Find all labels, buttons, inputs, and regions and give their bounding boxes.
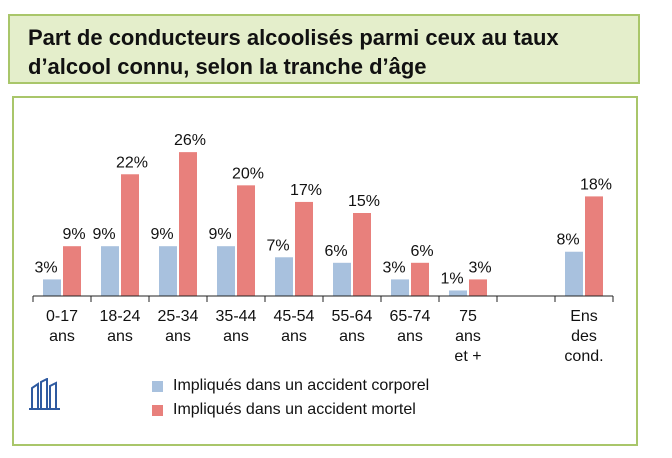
data-label: 3% bbox=[382, 259, 405, 276]
bar bbox=[333, 262, 351, 296]
category-label: 75 bbox=[459, 308, 477, 325]
category-label: 35-44 bbox=[216, 308, 257, 325]
data-label: 6% bbox=[324, 243, 347, 260]
data-label: 9% bbox=[150, 226, 173, 243]
data-label: 7% bbox=[266, 237, 289, 254]
category-label: ans bbox=[455, 328, 481, 345]
data-label: 9% bbox=[208, 226, 231, 243]
title-box: Part de conducteurs alcoolisés parmi ceu… bbox=[8, 14, 640, 84]
category-label: 45-54 bbox=[274, 308, 315, 325]
bar bbox=[275, 257, 293, 296]
data-label: 20% bbox=[232, 165, 264, 182]
bar bbox=[101, 246, 119, 296]
bar bbox=[43, 279, 61, 296]
category-label: des bbox=[571, 328, 597, 345]
category-label: ans bbox=[49, 328, 75, 345]
legend-item-corporel: Impliqués dans un accident corporel bbox=[152, 374, 429, 398]
chart-title: Part de conducteurs alcoolisés parmi ceu… bbox=[28, 25, 559, 79]
category-label: ans bbox=[165, 328, 191, 345]
category-label: 65-74 bbox=[390, 308, 431, 325]
chart-frame bbox=[12, 96, 638, 446]
category-label: ans bbox=[281, 328, 307, 345]
data-label: 17% bbox=[290, 182, 322, 199]
bar bbox=[353, 213, 371, 296]
bar bbox=[449, 290, 467, 296]
data-label: 9% bbox=[92, 226, 115, 243]
bar bbox=[469, 279, 487, 296]
category-label: et + bbox=[454, 348, 481, 365]
data-label: 1% bbox=[440, 270, 463, 287]
bar bbox=[159, 246, 177, 296]
statistique-publique-logo bbox=[29, 378, 60, 410]
bar bbox=[565, 251, 583, 296]
bar bbox=[179, 152, 197, 296]
bar bbox=[217, 246, 235, 296]
legend-item-mortel: Impliqués dans un accident mortel bbox=[152, 398, 429, 422]
bar bbox=[63, 246, 81, 296]
bar bbox=[391, 279, 409, 296]
data-label: 8% bbox=[556, 232, 579, 249]
category-label: 0-17 bbox=[46, 308, 78, 325]
legend-swatch-corporel bbox=[152, 380, 163, 392]
bar bbox=[237, 185, 255, 296]
bar bbox=[585, 196, 603, 296]
category-label: 25-34 bbox=[158, 308, 199, 325]
legend: Impliqués dans un accident corporel Impl… bbox=[152, 374, 429, 422]
bar bbox=[121, 174, 139, 296]
legend-label-mortel: Impliqués dans un accident mortel bbox=[173, 401, 416, 418]
data-label: 18% bbox=[580, 176, 612, 193]
category-label: ans bbox=[339, 328, 365, 345]
legend-label-corporel: Impliqués dans un accident corporel bbox=[173, 377, 430, 394]
bar bbox=[295, 201, 313, 296]
legend-swatch-mortel bbox=[152, 404, 163, 416]
category-label: 18-24 bbox=[100, 308, 141, 325]
data-label: 22% bbox=[116, 154, 148, 171]
category-label: cond. bbox=[564, 348, 603, 365]
data-label: 3% bbox=[468, 259, 491, 276]
data-label: 26% bbox=[174, 132, 206, 149]
bar bbox=[411, 262, 429, 296]
data-label: 9% bbox=[62, 226, 85, 243]
category-label: 55-64 bbox=[332, 308, 373, 325]
data-label: 15% bbox=[348, 193, 380, 210]
category-label: ans bbox=[107, 328, 133, 345]
data-label: 6% bbox=[410, 243, 433, 260]
category-label: ans bbox=[223, 328, 249, 345]
data-label: 3% bbox=[34, 259, 57, 276]
category-label: Ens bbox=[570, 308, 598, 325]
category-label: ans bbox=[397, 328, 423, 345]
